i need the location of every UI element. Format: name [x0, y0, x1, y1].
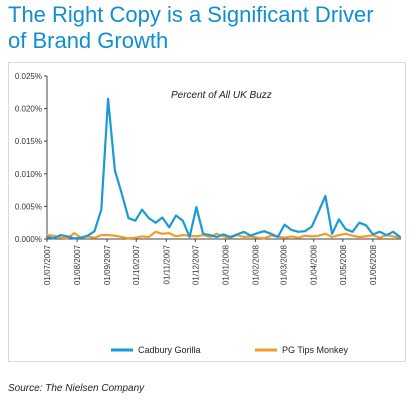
y-tick-label: 0.010%: [15, 170, 42, 179]
x-tick-label: 01/01/2008: [221, 244, 230, 285]
x-tick-label: 01/10/2007: [132, 244, 141, 285]
series-line-pg-tips-monkey: [45, 230, 402, 240]
legend-pg-tips-monkey-label: PG Tips Monkey: [282, 345, 349, 355]
chart-title: The Right Copy is a Significant Driver o…: [8, 2, 408, 54]
chart-annotation: Percent of All UK Buzz: [171, 90, 272, 101]
y-tick-label: 0.000%: [15, 235, 42, 244]
x-tick-label: 01/06/2008: [369, 244, 378, 285]
source-note: Source: The Nielsen Company: [8, 383, 145, 394]
series-line-cadbury-gorilla: [45, 97, 402, 240]
x-tick-label: 01/04/2008: [310, 244, 319, 285]
y-tick-label: 0.015%: [15, 137, 42, 146]
x-tick-label: 01/03/2008: [280, 244, 289, 285]
y-tick-label: 0.025%: [15, 72, 42, 81]
x-tick-label: 01/05/2008: [339, 244, 348, 285]
legend-cadbury-gorilla-label: Cadbury Gorilla: [138, 345, 201, 355]
x-tick-label: 01/02/2008: [252, 244, 261, 285]
line-chart: 0.000% 0.005% 0.010% 0.015% 0.020% 0.025% 01/0…: [15, 72, 402, 355]
x-tick-label: 01/11/2007: [162, 244, 171, 284]
x-tick-label: 01/07/2007: [43, 244, 52, 285]
x-tick-label: 01/09/2007: [103, 244, 112, 285]
x-tick-label: 01/08/2007: [73, 244, 82, 285]
title-line-1: The Right Copy is a Significant Driver: [8, 2, 374, 27]
chart-panel: 0.000% 0.005% 0.010% 0.015% 0.020% 0.025% 01/0…: [8, 62, 406, 362]
title-line-2: of Brand Growth: [8, 28, 169, 53]
y-tick-label: 0.020%: [15, 105, 42, 114]
y-tick-label: 0.005%: [15, 202, 42, 211]
x-tick-label: 01/12/2007: [191, 244, 200, 285]
